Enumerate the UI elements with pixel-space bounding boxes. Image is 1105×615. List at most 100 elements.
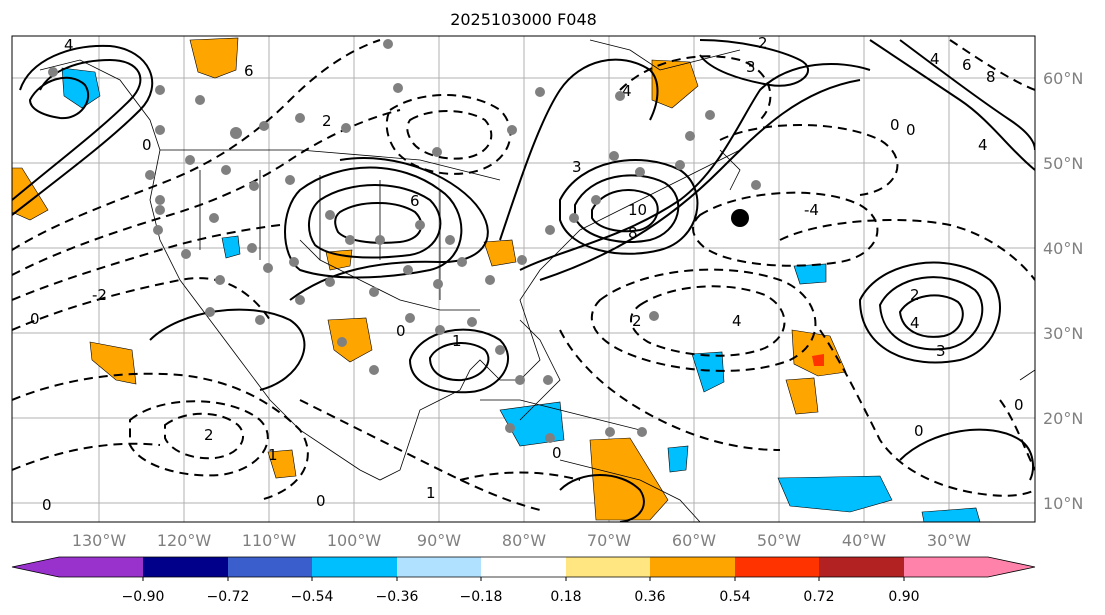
contour-label: 4 bbox=[622, 82, 632, 100]
map-title: 2025103000 F048 bbox=[450, 10, 597, 29]
lat-label: 30°N bbox=[1043, 324, 1083, 343]
contour-label: 6 bbox=[410, 192, 420, 210]
contour-label: 0 bbox=[30, 310, 40, 328]
colorbar-segment bbox=[819, 557, 904, 577]
colorbar-tick-label: −0.72 bbox=[207, 589, 250, 605]
lon-label: 130°W bbox=[72, 531, 127, 550]
colorbar-segment bbox=[735, 557, 819, 577]
contour-label: 0 bbox=[1014, 396, 1024, 414]
colorbar-segment bbox=[650, 557, 735, 577]
contour-label: 3 bbox=[572, 158, 582, 176]
colorbar-tick-label: 0.72 bbox=[803, 589, 834, 605]
shade-orange bbox=[651, 59, 699, 109]
shade-blue bbox=[777, 475, 893, 513]
colorbar-tick-label: 0.54 bbox=[719, 589, 750, 605]
colorbar-segment bbox=[312, 557, 397, 577]
lon-label: 90°W bbox=[417, 531, 461, 550]
contour-label: 1 bbox=[268, 446, 278, 464]
colorbar-segment bbox=[397, 557, 481, 577]
shade-orange bbox=[327, 317, 373, 363]
shade-blue bbox=[921, 507, 981, 522]
shade-orange bbox=[785, 377, 819, 415]
contour-label: 0 bbox=[396, 322, 406, 340]
map-content: 4 0 6 2 6 10 8 3 4 3 2 4 6 8 4 -4 4 2 4 … bbox=[12, 34, 1035, 522]
graticule bbox=[12, 36, 1035, 522]
shade-orange bbox=[189, 37, 239, 79]
coastlines bbox=[39, 39, 1035, 522]
colorbar-segment bbox=[143, 557, 228, 577]
contour-label: 4 bbox=[732, 312, 742, 330]
lat-label: 60°N bbox=[1043, 69, 1083, 88]
contour-label: 0 bbox=[142, 136, 152, 154]
contour-label: 2 bbox=[322, 112, 332, 130]
dashed-contours bbox=[12, 39, 1035, 511]
solid-contours bbox=[12, 39, 1035, 522]
colorbar-outline bbox=[11, 556, 1036, 578]
contour-label: 2 bbox=[758, 34, 768, 52]
lat-label: 20°N bbox=[1043, 409, 1083, 428]
longitude-labels: 130°W 120°W 110°W 100°W 90°W 80°W 70°W 6… bbox=[72, 531, 971, 550]
contour-label: 4 bbox=[910, 314, 920, 332]
colorbar-ticks: −0.90 −0.72 −0.54 −0.36 −0.18 0.18 0.36 … bbox=[122, 589, 920, 605]
contour-labels: 4 0 6 2 6 10 8 3 4 3 2 4 6 8 4 -4 4 2 4 … bbox=[30, 34, 1024, 514]
shade-blue bbox=[793, 263, 827, 285]
contour-label: 0 bbox=[914, 422, 924, 440]
contour-label: 3 bbox=[746, 58, 756, 76]
colorbar-tick-label: −0.36 bbox=[376, 589, 419, 605]
contour-label: -4 bbox=[804, 201, 819, 219]
colorbar-segment bbox=[481, 557, 566, 577]
lat-label: 10°N bbox=[1043, 494, 1083, 513]
contour-label: 2 bbox=[204, 426, 214, 444]
shade-blue bbox=[221, 235, 241, 259]
contour-label: 0 bbox=[890, 116, 900, 134]
lon-label: 50°W bbox=[757, 531, 801, 550]
contour-label: 2 bbox=[910, 286, 920, 304]
lon-label: 120°W bbox=[157, 531, 212, 550]
colorbar-tick-label: −0.18 bbox=[460, 589, 503, 605]
contour-label: 1 bbox=[426, 484, 436, 502]
colorbar-segment bbox=[566, 557, 650, 577]
lon-label: 100°W bbox=[327, 531, 382, 550]
colorbar-tick-label: −0.90 bbox=[122, 589, 165, 605]
colorbar-tick-label: 0.18 bbox=[550, 589, 581, 605]
colorbar bbox=[11, 556, 1036, 581]
contour-label: 2 bbox=[632, 312, 642, 330]
shade-blue bbox=[691, 351, 725, 393]
contour-label: 6 bbox=[962, 56, 972, 74]
shade-orange bbox=[589, 437, 669, 521]
colorbar-extend-high bbox=[988, 557, 1035, 577]
lon-label: 60°W bbox=[672, 531, 716, 550]
lon-label: 80°W bbox=[502, 531, 546, 550]
location-marker bbox=[731, 209, 749, 227]
lon-label: 40°W bbox=[842, 531, 886, 550]
colorbar-extend-low bbox=[12, 557, 59, 577]
contour-label: 0 bbox=[906, 121, 916, 139]
colorbar-segment bbox=[228, 557, 312, 577]
lon-label: 110°W bbox=[242, 531, 297, 550]
shade-orange bbox=[267, 449, 297, 479]
lon-label: 70°W bbox=[587, 531, 631, 550]
lon-label: 30°W bbox=[927, 531, 971, 550]
contour-label: 4 bbox=[64, 36, 74, 54]
contour-label: 8 bbox=[986, 68, 996, 86]
lat-label: 50°N bbox=[1043, 154, 1083, 173]
shade-red bbox=[812, 354, 824, 366]
latitude-labels: 60°N 50°N 40°N 30°N 20°N 10°N bbox=[1043, 69, 1083, 513]
shaded-regions bbox=[12, 37, 981, 522]
contour-label: 10 bbox=[628, 201, 647, 219]
contour-label: -2 bbox=[92, 286, 107, 304]
colorbar-segment bbox=[904, 557, 988, 577]
shade-orange bbox=[89, 341, 137, 385]
colorbar-segment bbox=[59, 557, 143, 577]
contour-label: 0 bbox=[42, 496, 52, 514]
shade-orange bbox=[483, 239, 517, 267]
contour-label: 8 bbox=[628, 224, 638, 242]
contour-label: 6 bbox=[244, 62, 254, 80]
contour-label: 0 bbox=[316, 492, 326, 510]
contour-label: 4 bbox=[978, 136, 988, 154]
lat-label: 40°N bbox=[1043, 239, 1083, 258]
shade-blue bbox=[667, 445, 689, 473]
contour-label: 0 bbox=[552, 444, 562, 462]
colorbar-tick-label: −0.54 bbox=[291, 589, 334, 605]
